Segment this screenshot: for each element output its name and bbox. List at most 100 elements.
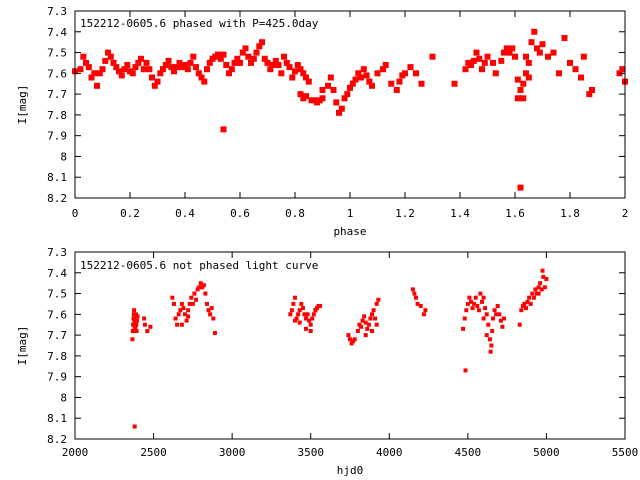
data-point (165, 57, 172, 64)
y-tick-label: 8 (60, 391, 67, 404)
data-point (173, 316, 178, 321)
data-point (303, 74, 309, 81)
data-point (142, 316, 147, 321)
data-point (99, 66, 106, 73)
data-point (133, 324, 138, 329)
data-point (502, 316, 506, 321)
data-point (347, 84, 353, 91)
data-point (190, 53, 197, 60)
plot-frame-unphased (74, 251, 626, 440)
data-point (418, 304, 423, 308)
data-point (497, 312, 502, 317)
y-tick-label: 7.5 (47, 47, 67, 60)
data-point (578, 74, 584, 81)
data-point (402, 70, 408, 77)
data-point (140, 66, 147, 73)
y-tick-label: 7.6 (47, 67, 67, 80)
data-point (355, 70, 362, 77)
data-point (242, 45, 249, 52)
data-point (91, 70, 98, 77)
data-point (293, 318, 297, 323)
data-point (217, 55, 224, 62)
data-point (184, 318, 189, 323)
data-point (487, 337, 492, 342)
data-point (173, 64, 180, 71)
data-point (330, 87, 337, 93)
data-point (300, 70, 307, 77)
data-point (294, 316, 299, 321)
data-point (195, 70, 202, 77)
x-tick-label: 2000 (62, 446, 89, 459)
data-point (376, 297, 381, 302)
data-point (373, 316, 378, 321)
data-point (250, 55, 257, 62)
y-tick-label: 7.7 (47, 329, 67, 342)
data-point (536, 291, 541, 296)
data-point (380, 66, 386, 73)
data-point (133, 320, 137, 325)
data-point (478, 291, 483, 296)
y-tick-label: 7.9 (47, 371, 67, 384)
data-point (374, 322, 379, 327)
data-point (305, 312, 310, 317)
data-point (327, 74, 334, 81)
data-point (226, 70, 232, 77)
data-point (307, 318, 312, 323)
data-point (239, 49, 246, 56)
data-point (476, 55, 483, 62)
data-point (146, 66, 153, 73)
data-point (490, 329, 495, 333)
data-point (220, 51, 227, 58)
data-point (303, 93, 309, 100)
data-point (421, 312, 426, 317)
data-point (536, 49, 543, 56)
data-point (336, 109, 342, 116)
data-point (525, 299, 530, 304)
data-point (313, 308, 318, 313)
data-point (349, 80, 356, 87)
data-point (374, 301, 379, 306)
data-point (195, 287, 200, 292)
data-point (148, 324, 153, 329)
phased-light-curve-panel: 7.37.47.57.67.77.87.988.18.2 0 0.2 0.4 0.6 0… (16, 5, 628, 238)
data-point (451, 80, 458, 87)
data-point (200, 285, 205, 290)
y-ticks-phased: 7.3 7.4 7.5 7.6 7.7 7.8 7.9 8 8.1 8.2 (47, 5, 625, 205)
data-point (470, 57, 477, 64)
data-point (523, 70, 529, 77)
data-point (352, 337, 357, 342)
data-point (523, 53, 529, 60)
data-point (498, 318, 503, 323)
data-point (198, 281, 203, 286)
data-point (586, 91, 593, 98)
data-point (151, 82, 158, 89)
data-point (539, 41, 546, 48)
data-point (304, 316, 308, 321)
data-point (182, 62, 188, 68)
data-point (501, 49, 507, 56)
x-tick-label: 2 (622, 207, 629, 220)
unphased-light-curve-panel: 7.3 7.4 7.5 7.6 7.7 7.8 7.9 8 8.1 8.2 2000 2500 300… (16, 246, 638, 477)
data-point (281, 53, 287, 60)
data-point (132, 424, 137, 429)
data-point (469, 299, 473, 304)
y-tick-label: 7.9 (47, 130, 67, 143)
data-point (423, 308, 428, 313)
data-point (201, 283, 206, 288)
data-point (297, 91, 304, 98)
data-point (538, 281, 543, 286)
data-point (308, 329, 313, 333)
data-point (215, 51, 221, 58)
data-point (183, 312, 187, 317)
data-point (490, 59, 496, 66)
data-point (107, 53, 114, 60)
data-point (310, 316, 315, 321)
data-point (297, 320, 302, 325)
data-point (489, 343, 494, 348)
data-point (201, 78, 208, 85)
data-point (463, 368, 468, 373)
data-point (205, 301, 209, 306)
data-point (524, 306, 528, 311)
data-point (138, 55, 144, 62)
data-point (264, 59, 271, 66)
